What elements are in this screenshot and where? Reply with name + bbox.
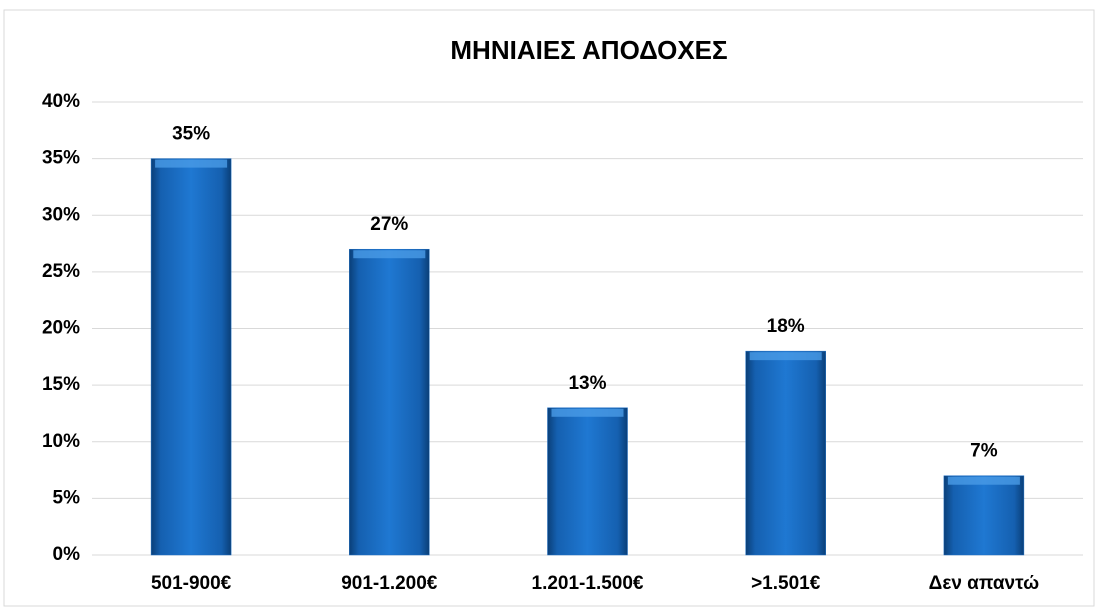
x-tick-label: >1.501€ [751, 573, 821, 594]
bar-cap [947, 476, 1020, 485]
y-tick-label: 10% [42, 431, 80, 452]
bar-cap [749, 352, 822, 361]
data-label: 13% [568, 373, 606, 394]
chart-title: ΜΗΝΙΑΙΕΣ ΑΠΟΔΟΧΕΣ [450, 35, 727, 65]
x-tick-label: 1.201-1.500€ [532, 573, 644, 594]
data-label: 18% [767, 316, 805, 337]
data-label: 7% [970, 441, 998, 462]
y-tick-label: 20% [42, 318, 80, 339]
y-tick-label: 40% [42, 91, 80, 112]
bar [349, 248, 430, 556]
bar-cap [155, 159, 228, 168]
bar [745, 350, 826, 556]
data-label: 27% [370, 214, 408, 235]
x-tick-label: 501-900€ [151, 573, 232, 594]
data-label: 35% [172, 124, 210, 145]
x-tick-label: Δεν απαντώ [929, 573, 1039, 594]
x-tick-label: 901-1.200€ [341, 573, 438, 594]
bar-cap [551, 408, 624, 417]
y-tick-label: 35% [42, 148, 80, 169]
y-tick-label: 15% [42, 374, 80, 395]
y-tick-label: 0% [53, 544, 81, 565]
y-tick-label: 25% [42, 261, 80, 282]
y-tick-label: 5% [53, 487, 81, 508]
y-tick-label: 30% [42, 204, 80, 225]
bar [150, 158, 232, 556]
bar [943, 475, 1025, 556]
bar [547, 407, 628, 556]
bar-cap [353, 250, 426, 259]
